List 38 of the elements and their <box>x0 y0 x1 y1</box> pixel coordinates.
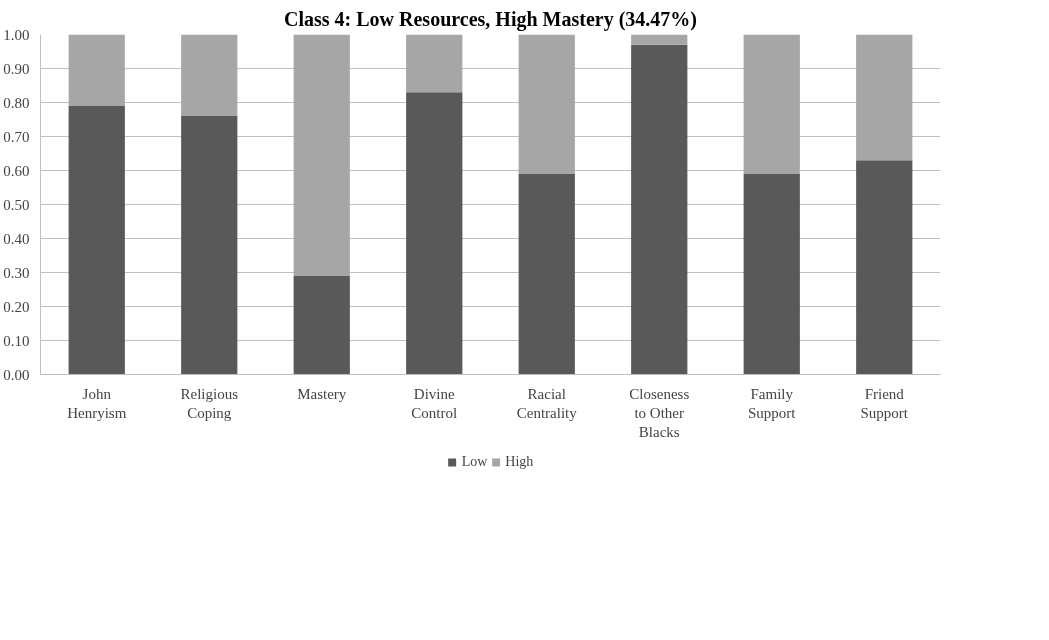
x-tick-label: Family Support <box>748 385 797 421</box>
x-tick-label: Racial Centrality <box>516 385 578 421</box>
y-tick-label: 1.00 <box>3 26 30 43</box>
x-tick-label: Friend Support <box>860 385 909 421</box>
bar <box>406 92 463 375</box>
bar <box>68 34 125 106</box>
bar <box>518 173 575 375</box>
x-tick-label: Closeness to Other Blacks <box>629 385 690 440</box>
y-tick-label: 0.40 <box>3 230 30 247</box>
bar <box>631 44 688 375</box>
bar <box>743 173 800 375</box>
bar <box>856 34 913 161</box>
y-tick-label: 0.10 <box>3 332 30 349</box>
x-tick-label: Divine Control <box>411 385 458 421</box>
y-tick-label: 0.80 <box>3 94 30 111</box>
chart-title: Class 4: Low Resources, High Mastery (34.47%) <box>284 7 697 31</box>
bar <box>68 105 125 375</box>
bar <box>743 34 800 174</box>
y-tick-label: 0.00 <box>3 366 30 383</box>
bar <box>181 34 238 117</box>
y-tick-label: 0.60 <box>3 162 30 179</box>
bar <box>293 275 350 375</box>
legend-label: High <box>505 454 534 470</box>
y-tick-label: 0.70 <box>3 128 30 145</box>
x-tick-label: Religious Coping <box>180 385 239 421</box>
bar <box>856 160 913 375</box>
bar <box>518 34 575 174</box>
y-tick-label: 0.20 <box>3 298 30 315</box>
bar <box>181 116 238 375</box>
x-tick-label: Mastery <box>297 385 347 402</box>
legend-label: Low <box>461 454 488 470</box>
y-tick-label: 0.30 <box>3 264 30 281</box>
bar <box>293 34 350 276</box>
bar <box>631 34 688 45</box>
y-tick-label: 0.50 <box>3 196 30 213</box>
bar <box>406 34 463 93</box>
y-tick-label: 0.90 <box>3 60 30 77</box>
x-tick-label: John Henryism <box>67 385 127 421</box>
